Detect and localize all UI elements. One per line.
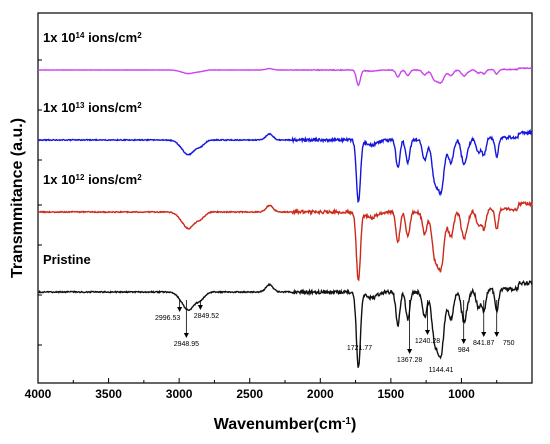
series-label: 1x 1014 ions/cm2 — [43, 30, 142, 45]
peak-annotation: 2996.53 — [155, 315, 180, 322]
arrow-head — [197, 305, 203, 310]
spectrum-line — [37, 128, 533, 204]
series-label: 1x 1012 ions/cm2 — [43, 172, 142, 187]
x-axis-title: Wavenumber(cm-1) — [214, 416, 357, 434]
peak-annotation: 1144.41 — [429, 367, 454, 374]
x-tick-label: 1500 — [378, 387, 405, 401]
series-label: 1x 1013 ions/cm2 — [43, 100, 142, 115]
spectrum-line — [37, 66, 532, 87]
arrow-head — [183, 333, 189, 338]
arrow-head — [481, 332, 487, 337]
series-labels: 1x 1014 ions/cm2 1x 1013 ions/cm2 1x 1012 … — [43, 30, 142, 267]
spectrum-line — [37, 279, 533, 368]
arrow-head — [407, 349, 413, 354]
series-label: Pristine — [43, 252, 91, 267]
peak-annotation: 750 — [503, 340, 515, 347]
x-tick-label: 2000 — [307, 387, 334, 401]
y-axis-title: Transmmitance (a.u.) — [9, 118, 26, 278]
peak-annotation: 2849.52 — [194, 313, 219, 320]
peak-annotations: 2996.53 2948.95 2849.52 1721.77 1367.28 1240.… — [155, 300, 515, 374]
spectrum-line — [37, 200, 533, 282]
peak-annotation: 1367.28 — [397, 357, 422, 364]
peak-annotation: 1240.28 — [415, 338, 440, 345]
peak-annotation: 1721.77 — [347, 345, 372, 352]
plot-frame — [37, 12, 533, 384]
arrow-head — [425, 330, 431, 335]
arrow-head — [461, 339, 467, 344]
arrow-head — [177, 307, 183, 312]
x-axis-ticks: 4000 3500 3000 2500 2000 1500 1000 — [25, 59, 498, 401]
x-tick-label: 3500 — [95, 387, 122, 401]
x-tick-label: 3000 — [166, 387, 193, 401]
peak-annotation: 984 — [458, 347, 470, 354]
spectra — [37, 66, 533, 368]
x-tick-label: 1000 — [448, 387, 475, 401]
x-tick-label: 4000 — [25, 387, 52, 401]
peak-annotation: 2948.95 — [174, 341, 199, 348]
x-tick-label: 2500 — [236, 387, 263, 401]
peak-annotation: 841.87 — [473, 340, 495, 347]
arrow-head — [494, 332, 500, 337]
